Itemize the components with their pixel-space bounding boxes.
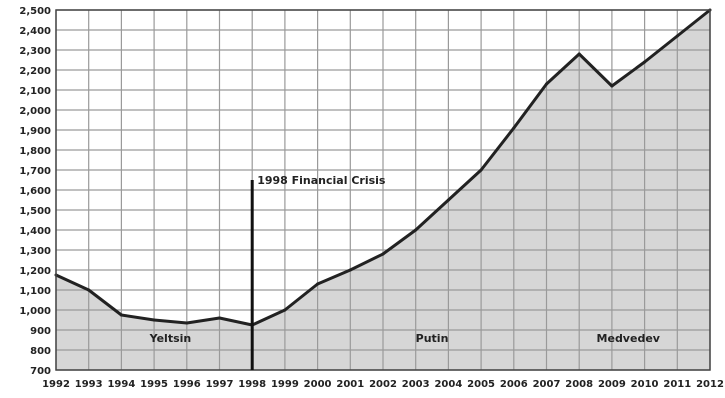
data-point: [381, 252, 385, 256]
data-point: [414, 228, 418, 232]
y-tick-label: 1,000: [19, 306, 51, 317]
era-label: Yeltsin: [149, 332, 192, 345]
y-tick-label: 1,200: [19, 266, 51, 277]
annotations: 1998 Financial Crisis Yeltsin Putin Medvede…: [149, 174, 661, 370]
y-tick-label: 2,300: [19, 46, 51, 57]
y-tick-label: 1,700: [19, 166, 51, 177]
y-tick-label: 1,600: [19, 186, 51, 197]
data-point: [87, 288, 91, 292]
y-tick-label: 2,000: [19, 106, 51, 117]
x-tick-label: 1999: [271, 379, 299, 390]
x-tick-label: 2001: [336, 379, 364, 390]
x-tick-label: 1994: [107, 379, 135, 390]
x-tick-label: 2010: [631, 379, 659, 390]
y-tick-label: 1,100: [19, 286, 51, 297]
x-tick-label: 1992: [42, 379, 70, 390]
data-point: [610, 84, 614, 88]
grid: [55, 9, 711, 371]
data-point: [316, 282, 320, 286]
x-tick-label: 2002: [369, 379, 397, 390]
data-point: [643, 60, 647, 64]
x-tick-label: 1996: [173, 379, 201, 390]
x-tick-label: 2009: [598, 379, 626, 390]
x-tick-label: 2008: [565, 379, 593, 390]
y-tick-label: 2,200: [19, 66, 51, 77]
data-point: [545, 82, 548, 86]
x-tick-label: 1995: [140, 379, 168, 390]
x-tick-label: 2012: [696, 379, 724, 390]
y-tick-label: 800: [30, 346, 51, 357]
x-tick-label: 2007: [533, 379, 561, 390]
y-tick-label: 1,300: [19, 246, 51, 257]
y-tick-label: 2,400: [19, 26, 51, 37]
data-point: [577, 52, 581, 56]
x-tick-label: 2011: [663, 379, 691, 390]
era-label: Putin: [416, 332, 449, 345]
data-point: [119, 313, 123, 317]
data-point: [479, 168, 483, 172]
data-point: [348, 268, 352, 272]
data-point: [446, 198, 450, 202]
x-tick-label: 2000: [304, 379, 332, 390]
data-point: [512, 126, 516, 130]
y-tick-label: 700: [30, 366, 51, 377]
data-point: [283, 308, 287, 312]
y-tick-label: 2,100: [19, 86, 51, 97]
x-tick-label: 2006: [500, 379, 528, 390]
y-tick-label: 1,500: [19, 206, 51, 217]
era-label: Medvedev: [597, 332, 661, 345]
data-point: [185, 321, 189, 325]
x-tick-label: 2003: [402, 379, 430, 390]
data-point: [675, 34, 679, 38]
x-axis-tick-labels: 1992 1993 1994 1995 1996 1997 1998 1999 2000 2001…: [42, 379, 724, 390]
y-axis-tick-labels: 700 800 900 1,000 1,100 1,200 1,300 1,400 1,500 1…: [19, 6, 51, 377]
x-tick-label: 1998: [238, 379, 266, 390]
x-tick-label: 2005: [467, 379, 495, 390]
y-tick-label: 1,900: [19, 126, 51, 137]
x-tick-label: 1997: [206, 379, 234, 390]
y-tick-label: 1,400: [19, 226, 51, 237]
y-tick-label: 2,500: [19, 6, 51, 17]
y-tick-label: 900: [30, 326, 51, 337]
x-tick-label: 2004: [434, 379, 462, 390]
data-point: [218, 316, 221, 320]
crisis-marker-label: 1998 Financial Crisis: [257, 174, 386, 187]
plot-frame: [55, 9, 711, 371]
x-tick-label: 1993: [75, 379, 103, 390]
axes: [55, 9, 711, 371]
y-tick-label: 1,800: [19, 146, 51, 157]
data-point: [152, 318, 156, 322]
